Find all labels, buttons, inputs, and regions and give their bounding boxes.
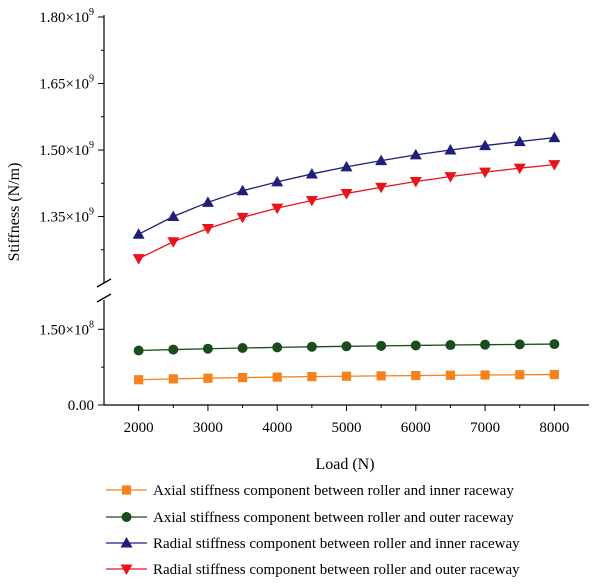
data-point [168, 374, 178, 384]
data-point [410, 340, 421, 351]
data-point [201, 223, 214, 235]
series-1 [134, 369, 559, 385]
x-tick-label: 4000 [262, 420, 292, 436]
data-point [375, 182, 388, 194]
data-point [480, 370, 490, 380]
legend-item: Axial stiffness component between roller… [106, 510, 514, 526]
data-point [237, 343, 248, 354]
legend-label: Radial stiffness component between rolle… [153, 536, 520, 552]
data-point [237, 372, 248, 383]
data-point [444, 144, 457, 155]
data-point [513, 163, 526, 175]
data-point [306, 341, 317, 352]
data-point [480, 339, 491, 350]
data-point [548, 131, 561, 143]
data-point [203, 373, 213, 383]
data-point [513, 135, 526, 147]
legend-marker [120, 537, 133, 548]
data-point [305, 196, 318, 207]
data-point [341, 371, 352, 381]
y-tick-label: 1.50×109 [39, 140, 94, 159]
data-point [445, 340, 456, 351]
series-line [138, 136, 555, 235]
data-point [445, 370, 456, 380]
x-axis-title: Load (N) [315, 456, 374, 473]
data-point [272, 372, 282, 382]
plot-area: 2000 3000 4000 5000 6000 7000 8000 1.35×109 1.50… [39, 7, 589, 436]
y-tick-label: 1.65×109 [39, 74, 94, 93]
data-point [134, 375, 144, 385]
legend-label: Axial stiffness component between roller… [153, 483, 514, 499]
data-point [548, 160, 561, 171]
data-point [132, 228, 145, 239]
legend-marker [121, 485, 132, 495]
data-point [272, 342, 283, 353]
x-tick-label: 2000 [124, 420, 154, 436]
legend-item: Axial stiffness component between roller… [106, 483, 514, 499]
data-point [168, 344, 179, 355]
y-tick-label: 0.00 [68, 398, 94, 414]
axis-break-mark [96, 278, 112, 288]
data-point [514, 339, 525, 350]
data-point [271, 203, 284, 215]
legend: Axial stiffness component between roller… [106, 483, 520, 578]
legend-marker [121, 512, 132, 522]
x-tick-label: 8000 [539, 420, 569, 436]
data-point [305, 167, 318, 179]
x-tick-label: 7000 [470, 420, 500, 436]
legend-item: Radial stiffness component between rolle… [106, 536, 520, 552]
data-point [340, 160, 353, 172]
data-point [307, 372, 317, 382]
y-axis-title: Stiffness (N/m) [6, 163, 23, 262]
data-point [409, 176, 422, 188]
data-point [444, 172, 457, 183]
data-point [202, 343, 213, 354]
data-point [236, 212, 249, 224]
data-point [409, 148, 422, 160]
data-point [236, 184, 249, 196]
data-point [479, 139, 492, 151]
x-tick-label: 3000 [193, 420, 223, 436]
data-point [375, 154, 388, 166]
legend-marker [120, 564, 133, 575]
data-point [549, 369, 559, 380]
x-tick-label: 5000 [332, 420, 362, 436]
series-4 [132, 160, 561, 265]
data-point [271, 175, 284, 187]
series-line [138, 163, 555, 260]
data-point [340, 188, 353, 200]
series-2 [133, 339, 560, 356]
axis-break-mark [96, 293, 112, 303]
data-point [133, 345, 144, 356]
data-point [376, 371, 386, 381]
legend-item: Radial stiffness component between rolle… [106, 562, 520, 578]
y-tick-label: 1.35×109 [39, 207, 94, 226]
data-point [411, 370, 421, 381]
data-point [167, 210, 180, 221]
legend-label: Axial stiffness component between roller… [153, 510, 514, 526]
data-point [132, 254, 145, 265]
data-point [201, 196, 214, 207]
legend-label: Radial stiffness component between rolle… [153, 562, 520, 578]
data-point [167, 237, 180, 248]
series-3 [132, 131, 561, 239]
data-point [341, 341, 352, 352]
x-tick-label: 6000 [401, 420, 431, 436]
data-point [549, 339, 560, 350]
y-tick-label: 1.50×108 [39, 319, 94, 338]
data-point [376, 340, 387, 351]
data-point [515, 370, 525, 380]
data-point [479, 167, 492, 179]
y-tick-label: 1.80×109 [39, 7, 94, 26]
